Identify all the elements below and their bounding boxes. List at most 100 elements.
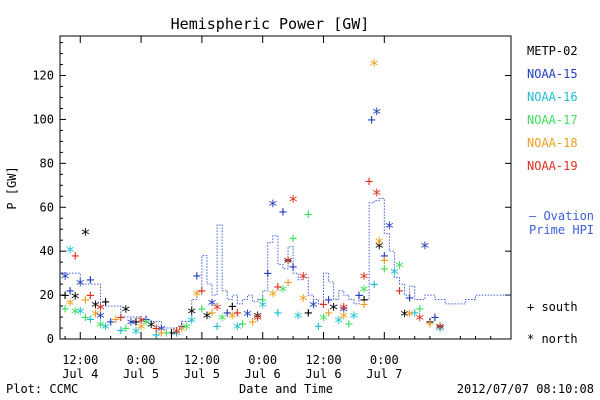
point-noaa16: * [293,309,303,329]
point-noaa18: + [426,317,434,333]
point-metp02: * [374,239,384,259]
point-noaa16: + [152,328,160,344]
point-metp02: + [101,295,109,311]
y-tick-label: 20 [40,288,54,302]
point-noaa19: + [152,321,160,337]
legend-entry-noaa17: NOAA-17 [527,113,578,127]
point-noaa15: * [420,239,430,259]
point-noaa15: * [384,219,394,239]
point-metp02: + [304,306,312,322]
point-noaa17: + [258,292,266,308]
chart-title: Hemispheric Power [GW] [171,15,370,33]
legend-entry-noaa15: NOAA-15 [527,67,578,81]
x-tick-time: 12:00 [305,353,341,367]
point-metp02: * [146,318,156,338]
y-axis-label: P [GW] [5,166,19,209]
point-metp02: * [187,305,197,325]
point-noaa17: + [289,231,297,247]
point-noaa17: + [380,262,388,278]
point-noaa15: + [193,268,201,284]
point-noaa15: + [289,260,297,276]
point-metp02: + [132,314,140,330]
point-noaa15: * [95,309,105,329]
point-noaa19: * [171,324,181,344]
point-noaa17: * [95,318,105,338]
point-noaa19: * [95,300,105,320]
point-noaa17: + [345,317,353,333]
point-noaa17: + [122,321,130,337]
point-noaa17: * [359,283,369,303]
legend-entry-metp02: METP-02 [527,44,578,58]
point-noaa15: + [405,290,413,306]
point-noaa15: * [372,105,382,125]
point-noaa15: + [380,249,388,265]
point-noaa15: * [126,316,136,336]
point-noaa15: + [86,273,94,289]
x-tick-time: 12:00 [62,353,98,367]
point-noaa15: * [242,307,252,327]
point-noaa16: * [349,309,359,329]
x-tick-date: Jul 5 [123,367,159,381]
point-noaa17: * [318,311,328,331]
point-noaa17: + [304,207,312,223]
point-metp02: + [61,288,69,304]
point-noaa17: * [70,305,80,325]
point-metp02: * [399,307,409,327]
x-tick-date: Jul 6 [305,367,341,381]
point-metp02: * [70,289,80,309]
point-noaa17: * [182,320,192,340]
point-noaa19: * [415,311,425,331]
point-noaa19: + [436,319,444,335]
ovation-series [60,197,511,329]
legend-south-marker: + south [527,300,578,314]
point-noaa15: + [355,288,363,304]
legend-north-marker: * north [527,332,578,346]
point-noaa15: * [75,276,85,296]
point-metp02: * [121,302,131,322]
point-metp02: + [426,314,434,330]
y-tick-label: 120 [32,69,54,83]
point-noaa19: * [212,300,222,320]
point-noaa16: + [86,312,94,328]
legend: METP-02 NOAA-15 NOAA-16 NOAA-17 NOAA-18 … [527,44,594,346]
point-metp02: * [283,254,293,274]
point-noaa15: + [223,306,231,322]
point-noaa18: + [248,314,256,330]
point-noaa17: * [141,316,151,336]
point-noaa19: + [395,284,403,300]
point-noaa18: + [284,275,292,291]
point-noaa18: * [227,309,237,329]
point-noaa15: + [431,310,439,326]
x-tick-date: Jul 4 [62,367,98,381]
point-noaa16: + [370,277,378,293]
point-noaa17: + [61,301,69,317]
point-noaa16: * [187,313,197,333]
point-metp02: + [360,292,368,308]
point-noaa15: * [339,302,349,322]
footer-left: Plot: CCMC [6,382,78,396]
point-noaa17: + [198,301,206,317]
point-noaa19: + [319,297,327,313]
point-noaa19: * [359,270,369,290]
point-noaa17: + [416,301,424,317]
point-noaa19: + [117,310,125,326]
point-noaa15: + [279,205,287,221]
x-axis-label: Date and Time [239,382,333,396]
x-tick-date: Jul 5 [184,367,220,381]
point-noaa18: * [268,287,278,307]
point-noaa18: * [298,291,308,311]
y-tick-label: 80 [40,156,54,170]
point-noaa18: * [90,307,100,327]
point-noaa19: * [288,193,298,213]
point-metp02: * [253,309,263,329]
point-noaa15: + [106,314,114,330]
point-metp02: + [228,299,236,315]
point-noaa18: + [380,253,388,269]
point-metp02: * [202,309,212,329]
point-noaa16: * [131,324,141,344]
point-noaa16: + [117,323,125,339]
point-noaa18: + [81,292,89,308]
point-noaa16: * [389,265,399,285]
